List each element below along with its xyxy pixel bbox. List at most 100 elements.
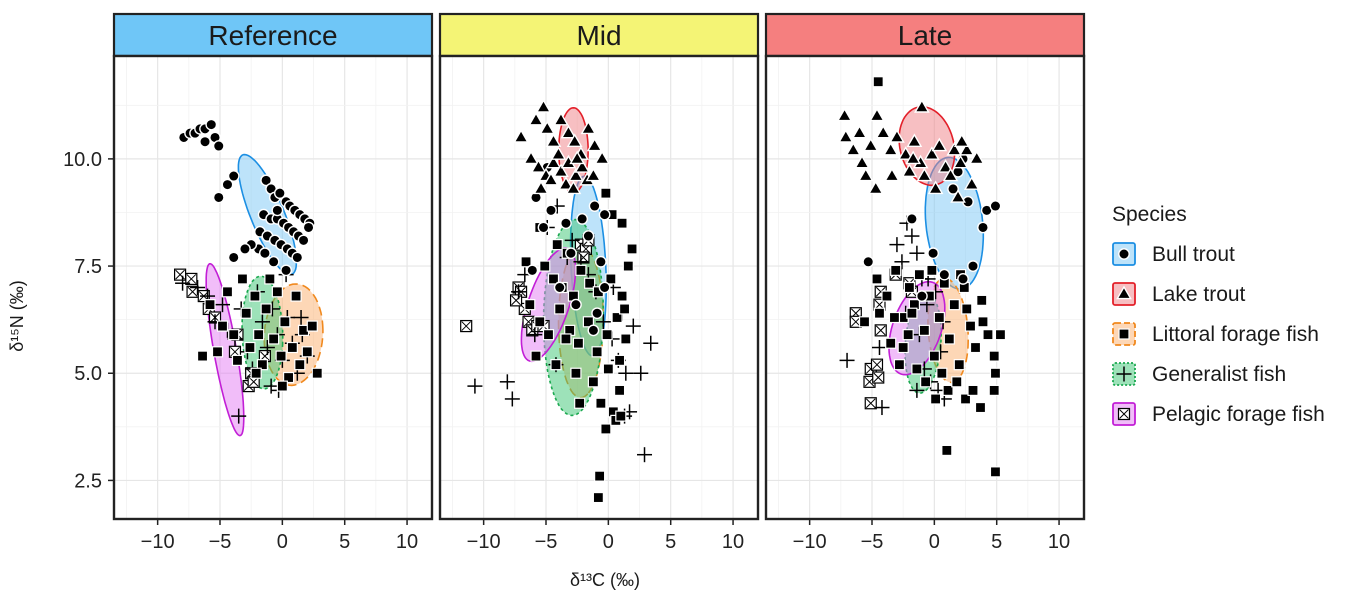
point-lake: [851, 124, 868, 139]
point-littoral: [977, 316, 989, 328]
point-lake: [569, 150, 586, 165]
point-lake: [931, 137, 948, 152]
point-bull: [560, 217, 572, 230]
legend-item-bull: Bull trout: [1112, 242, 1235, 266]
legend-label: Littoral forage fish: [1152, 323, 1319, 346]
x-tick-label: −10: [467, 531, 501, 553]
point-littoral: [286, 341, 298, 354]
point-pelagic: [173, 268, 187, 281]
point-littoral: [244, 341, 256, 354]
points: [173, 118, 323, 424]
point-bull: [302, 221, 315, 234]
point-bull: [553, 281, 566, 294]
point-littoral: [964, 320, 977, 332]
x-tick-label: 5: [665, 531, 676, 553]
point-lake: [585, 167, 602, 182]
panel-mid: Mid −10 −5 0 5 10: [438, 12, 760, 553]
points: [836, 76, 1007, 478]
point-littoral: [591, 346, 603, 358]
point-littoral: [969, 341, 982, 354]
point-littoral: [982, 329, 994, 341]
point-generalist: [909, 245, 925, 261]
y-tick-label: 2.5: [74, 470, 102, 492]
point-lake: [553, 111, 569, 126]
point-littoral: [595, 397, 607, 409]
x-tick-label: 0: [929, 531, 940, 553]
point-generalist: [871, 340, 887, 356]
point-littoral: [906, 307, 918, 319]
panel-late: Late −10 −5 0 5 10: [764, 12, 1086, 553]
point-littoral: [918, 324, 930, 336]
point-bull: [221, 178, 234, 191]
point-generalist: [874, 400, 890, 416]
point-generalist: [643, 335, 659, 351]
point-bull: [199, 135, 211, 148]
point-littoral: [618, 303, 631, 315]
point-lake: [897, 146, 914, 160]
point-lake: [927, 180, 944, 195]
points: [460, 99, 659, 504]
point-bull: [570, 298, 582, 311]
x-tick-label: −5: [861, 531, 884, 553]
point-littoral: [260, 303, 272, 315]
point-lake: [545, 154, 562, 169]
point-bull: [526, 264, 539, 277]
point-lake: [857, 167, 874, 182]
y-tick-label: 7.5: [74, 256, 102, 278]
point-lake: [523, 150, 539, 165]
point-littoral: [920, 376, 932, 388]
point-littoral: [264, 273, 276, 285]
point-bull: [915, 290, 928, 302]
point-littoral: [929, 393, 942, 405]
point-littoral: [974, 401, 987, 414]
point-generalist: [564, 232, 580, 248]
strip-label: Late: [898, 20, 953, 51]
point-generalist: [259, 340, 275, 356]
point-littoral: [926, 264, 938, 276]
point-bull: [260, 174, 273, 187]
point-pelagic: [185, 272, 198, 286]
point-pelagic: [864, 397, 877, 410]
point-littoral: [204, 299, 216, 311]
point-littoral: [601, 329, 613, 341]
panel-reference: Reference −10 −5 0 5 10: [112, 12, 434, 553]
point-littoral: [271, 286, 283, 298]
point-littoral: [301, 346, 313, 358]
point-bull: [565, 247, 577, 260]
point-bull: [227, 170, 240, 182]
point-generalist: [231, 408, 247, 424]
point-lake: [952, 154, 969, 169]
point-lake: [545, 133, 562, 147]
point-generalist: [618, 365, 634, 381]
point-lake: [953, 133, 970, 147]
point-bull: [280, 264, 292, 277]
y-tick-label: 10.0: [63, 149, 102, 171]
point-littoral: [885, 337, 897, 349]
point-littoral: [228, 329, 240, 341]
point-bull: [989, 200, 1002, 212]
point-bull: [594, 255, 607, 268]
point-bull: [227, 251, 240, 264]
point-lake: [869, 107, 885, 122]
x-tick-label: 10: [396, 531, 418, 553]
point-generalist: [190, 280, 206, 295]
point-lake: [574, 159, 591, 173]
point-bull: [588, 200, 601, 212]
point-littoral: [575, 264, 587, 276]
point-littoral: [560, 333, 572, 345]
point-generalist: [214, 297, 230, 313]
point-littoral: [953, 359, 965, 371]
point-bull: [957, 273, 969, 285]
point-bull: [545, 204, 557, 217]
point-littoral: [951, 376, 963, 388]
point-littoral: [311, 367, 323, 379]
point-generalist: [511, 284, 527, 300]
point-littoral: [211, 346, 224, 358]
x-tick-label: −5: [535, 531, 558, 553]
point-bull: [582, 230, 595, 242]
point-lake: [837, 129, 854, 143]
point-littoral: [534, 316, 546, 328]
point-generalist: [467, 378, 483, 394]
point-lake: [594, 150, 610, 165]
point-littoral: [913, 269, 925, 281]
